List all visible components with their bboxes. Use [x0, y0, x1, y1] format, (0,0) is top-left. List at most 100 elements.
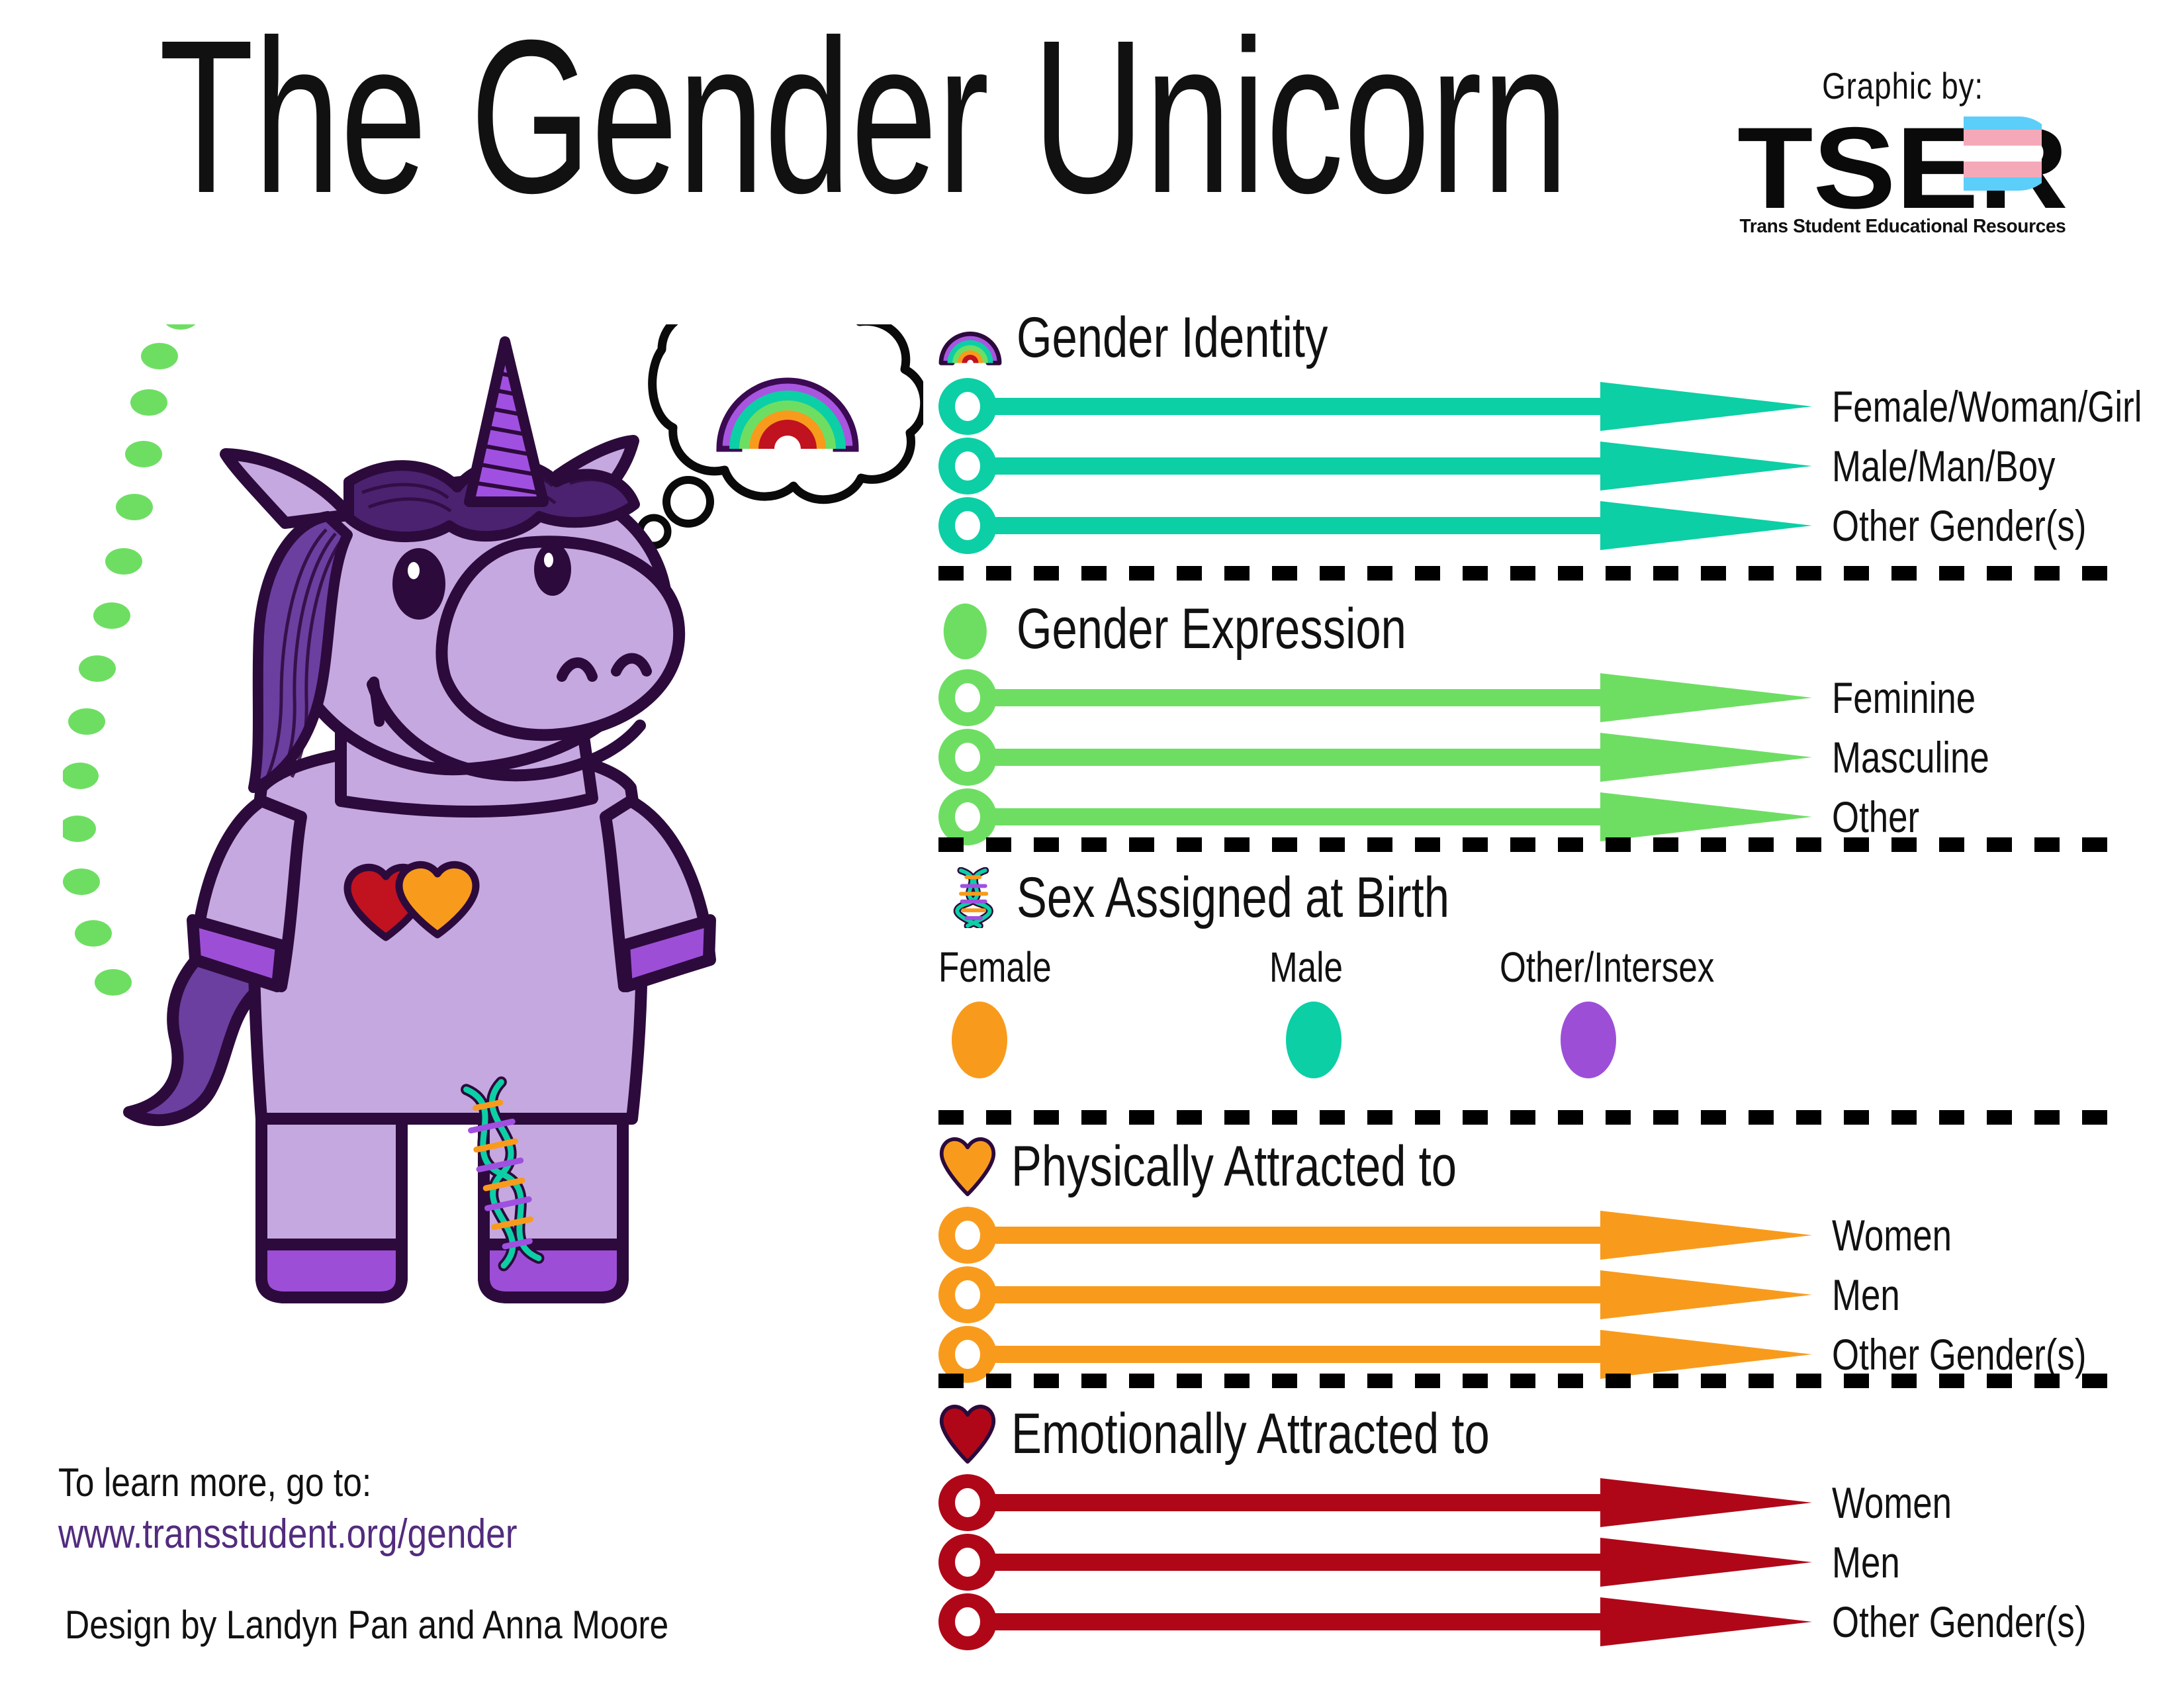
divider-dash [1558, 566, 1583, 581]
divider-dash [1272, 1374, 1297, 1388]
dna-icon [946, 867, 1002, 928]
divider-dash [2034, 837, 2060, 852]
divider-dash [1463, 837, 1488, 852]
section-header-sex-assigned-at-birth: Sex Assigned at Birth [938, 861, 1557, 934]
section-header-gender-identity: Gender Identity [938, 301, 1406, 374]
divider-dash [1320, 1110, 1345, 1125]
spectrum-arrow[interactable] [938, 1326, 1812, 1383]
spectrum-arrow[interactable] [938, 1474, 1812, 1531]
divider-dash [1081, 1374, 1107, 1388]
divider-dash [2082, 1374, 2107, 1388]
divider-dash [1510, 1374, 1535, 1388]
divider-dash [1320, 837, 1345, 852]
divider-dash [1701, 566, 1726, 581]
sab-dot-female[interactable] [952, 1002, 1007, 1078]
divider-dash [1463, 1110, 1488, 1125]
spectrum-arrow[interactable] [938, 1534, 1812, 1591]
divider-dash [1034, 1110, 1059, 1125]
divider-dash [938, 837, 964, 852]
divider-dash [1796, 566, 1821, 581]
divider-dash [1606, 566, 1631, 581]
spectrum-row[interactable]: Women [938, 1474, 2130, 1531]
divider-dash [1415, 566, 1440, 581]
section-header-physically-attracted-to: Physically Attracted to [938, 1130, 1568, 1203]
divider-dash [1367, 566, 1392, 581]
divider-dash [1987, 566, 2012, 581]
spectrum-arrow[interactable] [938, 1266, 1812, 1323]
spectrum-row[interactable]: Women [938, 1207, 2130, 1264]
spectrum-arrow[interactable] [938, 497, 1812, 554]
divider-dash [1129, 1110, 1154, 1125]
spectrum-arrow[interactable] [938, 788, 1812, 845]
spectrum-row[interactable]: Other Gender(s) [938, 497, 2130, 554]
divider-dash [1749, 1110, 1774, 1125]
divider-dash [1224, 1374, 1250, 1388]
divider-dash [2082, 566, 2107, 581]
divider-dash [1558, 1110, 1583, 1125]
spectrum-label: Female/Woman/Girl [1832, 382, 2142, 431]
divider-dash [1987, 1110, 2012, 1125]
spectrum-row[interactable]: Male/Man/Boy [938, 438, 2130, 494]
sab-dot-male[interactable] [1286, 1002, 1342, 1078]
divider-dash [1939, 837, 1964, 852]
divider-dash [1558, 837, 1583, 852]
section-sex-assigned-at-birth: Sex Assigned at Birth Female Male Other/… [938, 861, 2130, 1113]
spectrum-label: Men [1832, 1270, 1900, 1319]
divider-dash [1129, 837, 1154, 852]
green-circle-icon [938, 598, 1002, 659]
divider-dash [1653, 1374, 1678, 1388]
spectrum-row[interactable]: Feminine [938, 669, 2130, 726]
section-gender-expression: Gender Expression Feminine Masculine [938, 592, 2130, 857]
divider-dash [2034, 1110, 2060, 1125]
spectrum-row[interactable]: Other Gender(s) [938, 1593, 2130, 1650]
section-header-gender-expression: Gender Expression [938, 592, 1504, 665]
divider-dash [986, 1110, 1011, 1125]
spectrum-arrow[interactable] [938, 669, 1812, 726]
divider-dash [1034, 1374, 1059, 1388]
divider-dash [1367, 837, 1392, 852]
divider-dash [1653, 837, 1678, 852]
spectrum-label: Other Gender(s) [1832, 501, 2087, 550]
divider-dash [1034, 837, 1059, 852]
section-gender-identity: Gender Identity Female/Woman/Girl Male/M… [938, 301, 2142, 579]
mouth [367, 679, 646, 782]
spectrum-row[interactable]: Men [938, 1534, 2130, 1591]
spectrum-row[interactable]: Other [938, 788, 2130, 845]
divider-dash [1939, 566, 1964, 581]
spectrum-arrow[interactable] [938, 729, 1812, 786]
spectrum-arrow[interactable] [938, 1593, 1812, 1650]
divider-dash [1272, 837, 1297, 852]
spectrum-row[interactable]: Female/Woman/Girl [938, 378, 2142, 435]
spectrum-arrow[interactable] [938, 1207, 1812, 1264]
spectrum-arrow[interactable] [938, 438, 1812, 494]
divider-dash [1653, 1110, 1678, 1125]
divider-dash [1653, 566, 1678, 581]
spectrum-row[interactable]: Other Gender(s) [938, 1326, 2130, 1383]
divider-dash [1177, 566, 1202, 581]
section-divider [938, 837, 2130, 852]
divider-dash [1177, 1110, 1202, 1125]
sab-label-other-intersex: Other/Intersex [1500, 943, 1715, 991]
spectrum-arrow[interactable] [938, 378, 1812, 435]
thought-bubble [617, 324, 923, 564]
divider-dash [1510, 566, 1535, 581]
nostrils [557, 653, 652, 682]
divider-dash [1367, 1374, 1392, 1388]
spectrum-row[interactable]: Men [938, 1266, 2130, 1323]
divider-dash [1129, 1374, 1154, 1388]
transstudent-url-link[interactable]: www.transstudent.org/gender [58, 1511, 518, 1557]
divider-dash [1367, 1110, 1392, 1125]
unicorn-illustration [63, 324, 923, 1383]
divider-dash [1891, 1110, 1917, 1125]
divider-dash [986, 837, 1011, 852]
sab-dot-other-intersex[interactable] [1561, 1002, 1616, 1078]
divider-dash [1891, 566, 1917, 581]
divider-dash [1844, 566, 1869, 581]
spectrum-label: Masculine [1832, 733, 1989, 782]
divider-dash [1272, 566, 1297, 581]
sab-option-labels: Female Male Other/Intersex [938, 946, 2130, 999]
divider-dash [1320, 1374, 1345, 1388]
divider-dash [1796, 837, 1821, 852]
dot-arc-visible [63, 324, 196, 996]
spectrum-row[interactable]: Masculine [938, 729, 2130, 786]
